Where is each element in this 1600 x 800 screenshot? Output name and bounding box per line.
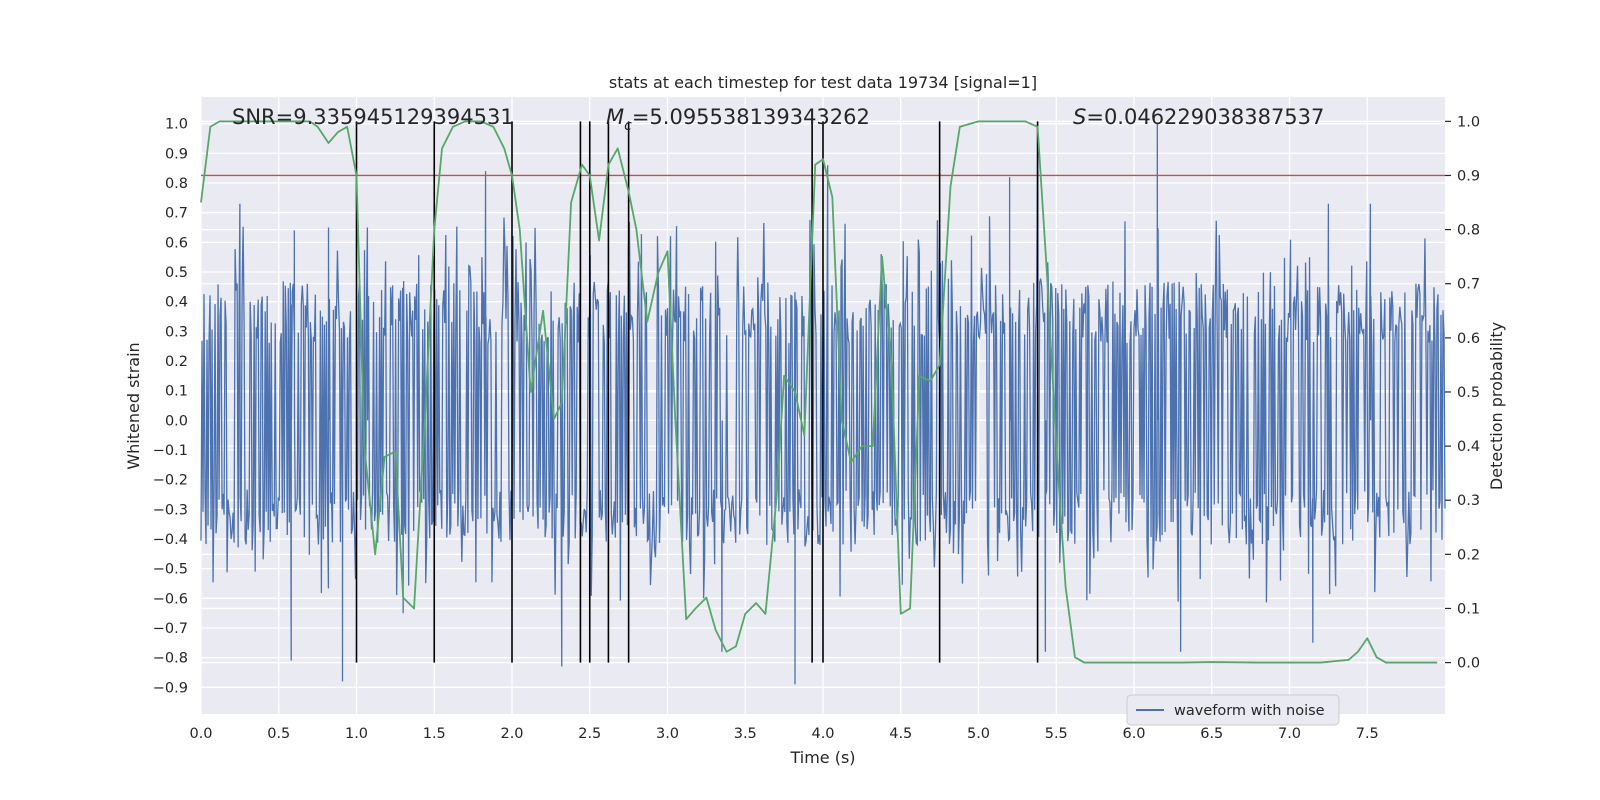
y-tick-label-right: 0.7 [1457,277,1480,293]
y-tick-label-left: −0.2 [153,473,188,489]
y-tick-label-left: −0.6 [153,591,188,607]
y-tick-label-right: 0.9 [1457,168,1480,184]
y-tick-label-left: −0.5 [153,562,188,578]
legend-label: waveform with noise [1174,703,1325,719]
y-tick-label-right: 0.6 [1457,331,1480,347]
y-tick-label-right: 0.2 [1457,547,1480,563]
y-tick-label-right: 0.8 [1457,223,1480,239]
x-tick-label: 2.0 [500,726,523,742]
mc-value: =5.095538139343262 [632,105,870,129]
y-tick-label-left: 0.3 [165,324,188,340]
x-tick-label: 6.0 [1122,726,1145,742]
y-tick-label-left: −0.4 [153,532,188,548]
y-tick-label-left: 0.2 [165,354,188,370]
y-tick-label-left: 0.5 [165,265,188,281]
x-tick-label: 4.0 [811,726,834,742]
x-tick-label: 5.5 [1045,726,1068,742]
y-tick-label-left: −0.7 [153,621,188,637]
mc-subscript: c [624,118,632,134]
y-tick-label-right: 1.0 [1457,114,1480,130]
y-tick-label-right: 0.3 [1457,493,1480,509]
x-tick-label: 5.0 [967,726,990,742]
y-tick-label-left: 1.0 [165,117,188,133]
y-axis-label-left: Whitened strain [124,342,143,469]
axes: 0.0 0.5 1.0 1.5 2.0 2.5 3.0 3.5 4.0 4.5 5.0 5.5 6.0 6… [153,114,1480,742]
y-tick-label-left: −0.3 [153,502,188,518]
y-tick-label-left: −0.9 [153,680,188,696]
x-tick-label: 7.5 [1356,726,1379,742]
y-tick-label-right: 0.4 [1457,439,1480,455]
x-tick-label: 4.5 [889,726,912,742]
s-value: =0.046229038387537 [1086,105,1324,129]
x-tick-label: 1.0 [345,726,368,742]
y-tick-label-left: 0.4 [165,295,188,311]
y-tick-label-left: 0.6 [165,235,188,251]
y-tick-label-left: 0.0 [165,413,188,429]
y-tick-label-right: 0.5 [1457,385,1480,401]
x-tick-label: 0.0 [189,726,212,742]
y-axis-label-right: Detection probability [1487,322,1506,490]
y-tick-label-left: 0.8 [165,176,188,192]
x-tick-label: 6.5 [1200,726,1223,742]
chart-title: stats at each timestep for test data 197… [609,73,1037,92]
y-tick-label-left: 0.7 [165,206,188,222]
x-tick-label: 7.0 [1278,726,1301,742]
waveform-line [200,123,1446,685]
chirp-mass-annotation: Mc=5.095538139343262 [606,105,870,134]
legend-box [1126,694,1340,726]
y-tick-label-right: 0.0 [1457,656,1480,672]
mc-symbol: M [606,105,624,129]
s-symbol: S [1073,105,1086,129]
legend: waveform with noise [1126,694,1340,726]
y-tick-label-left: −0.1 [153,443,188,459]
x-tick-label: 0.5 [267,726,290,742]
x-axis-label: Time (s) [789,748,855,767]
y-tick-label-left: 0.9 [165,146,188,162]
y-tick-label-left: 0.1 [165,384,188,400]
x-tick-label: 3.5 [734,726,757,742]
detection-probability-line [200,120,1438,664]
x-tick-label: 2.5 [578,726,601,742]
plot-area [200,120,1446,685]
y-tick-label-left: −0.8 [153,651,188,667]
x-tick-label: 3.0 [656,726,679,742]
y-tick-label-right: 0.1 [1457,601,1480,617]
snr-annotation: SNR=9.335945129394531 [232,105,514,129]
s-annotation: S=0.046229038387537 [1073,105,1324,129]
x-tick-label: 1.5 [423,726,446,742]
